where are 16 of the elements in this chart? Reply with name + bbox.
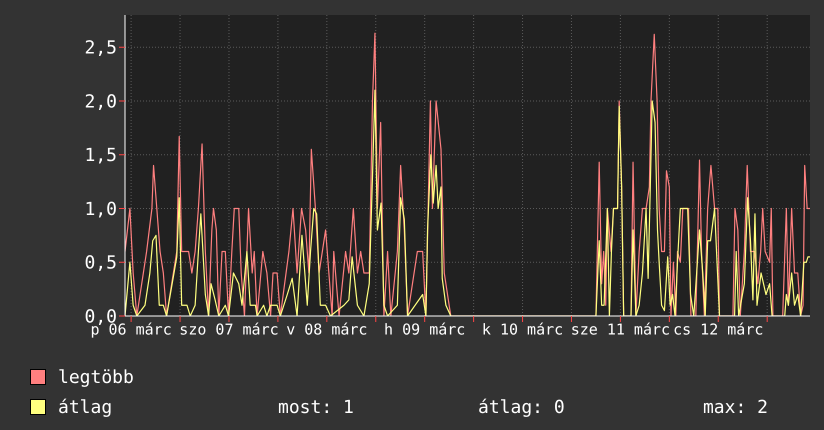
y-tick-label: 0,5: [84, 252, 117, 274]
x-tick-label: v 08 márc: [286, 320, 368, 339]
y-tick-label: 2,5: [84, 38, 117, 59]
x-tick-label: h 09 márc: [384, 320, 466, 339]
text: most: 1: [278, 396, 355, 418]
y-tick-label: 2,0: [84, 91, 117, 112]
x-tick-label: cs 12 márc: [673, 320, 764, 339]
text: átlag: 0: [478, 396, 566, 418]
x-tick-label: sze 11 márc: [570, 320, 670, 339]
y-tick-label: 1,5: [84, 145, 117, 166]
text: max: 2: [702, 396, 768, 418]
y-tick-label: 1,0: [84, 198, 117, 220]
x-tick-label: k 10 márc: [482, 320, 564, 339]
x-tick-label: szo 07 márc: [179, 320, 279, 339]
legend-label: legtöbb: [58, 366, 135, 388]
legend-label: átlag: [58, 396, 114, 418]
